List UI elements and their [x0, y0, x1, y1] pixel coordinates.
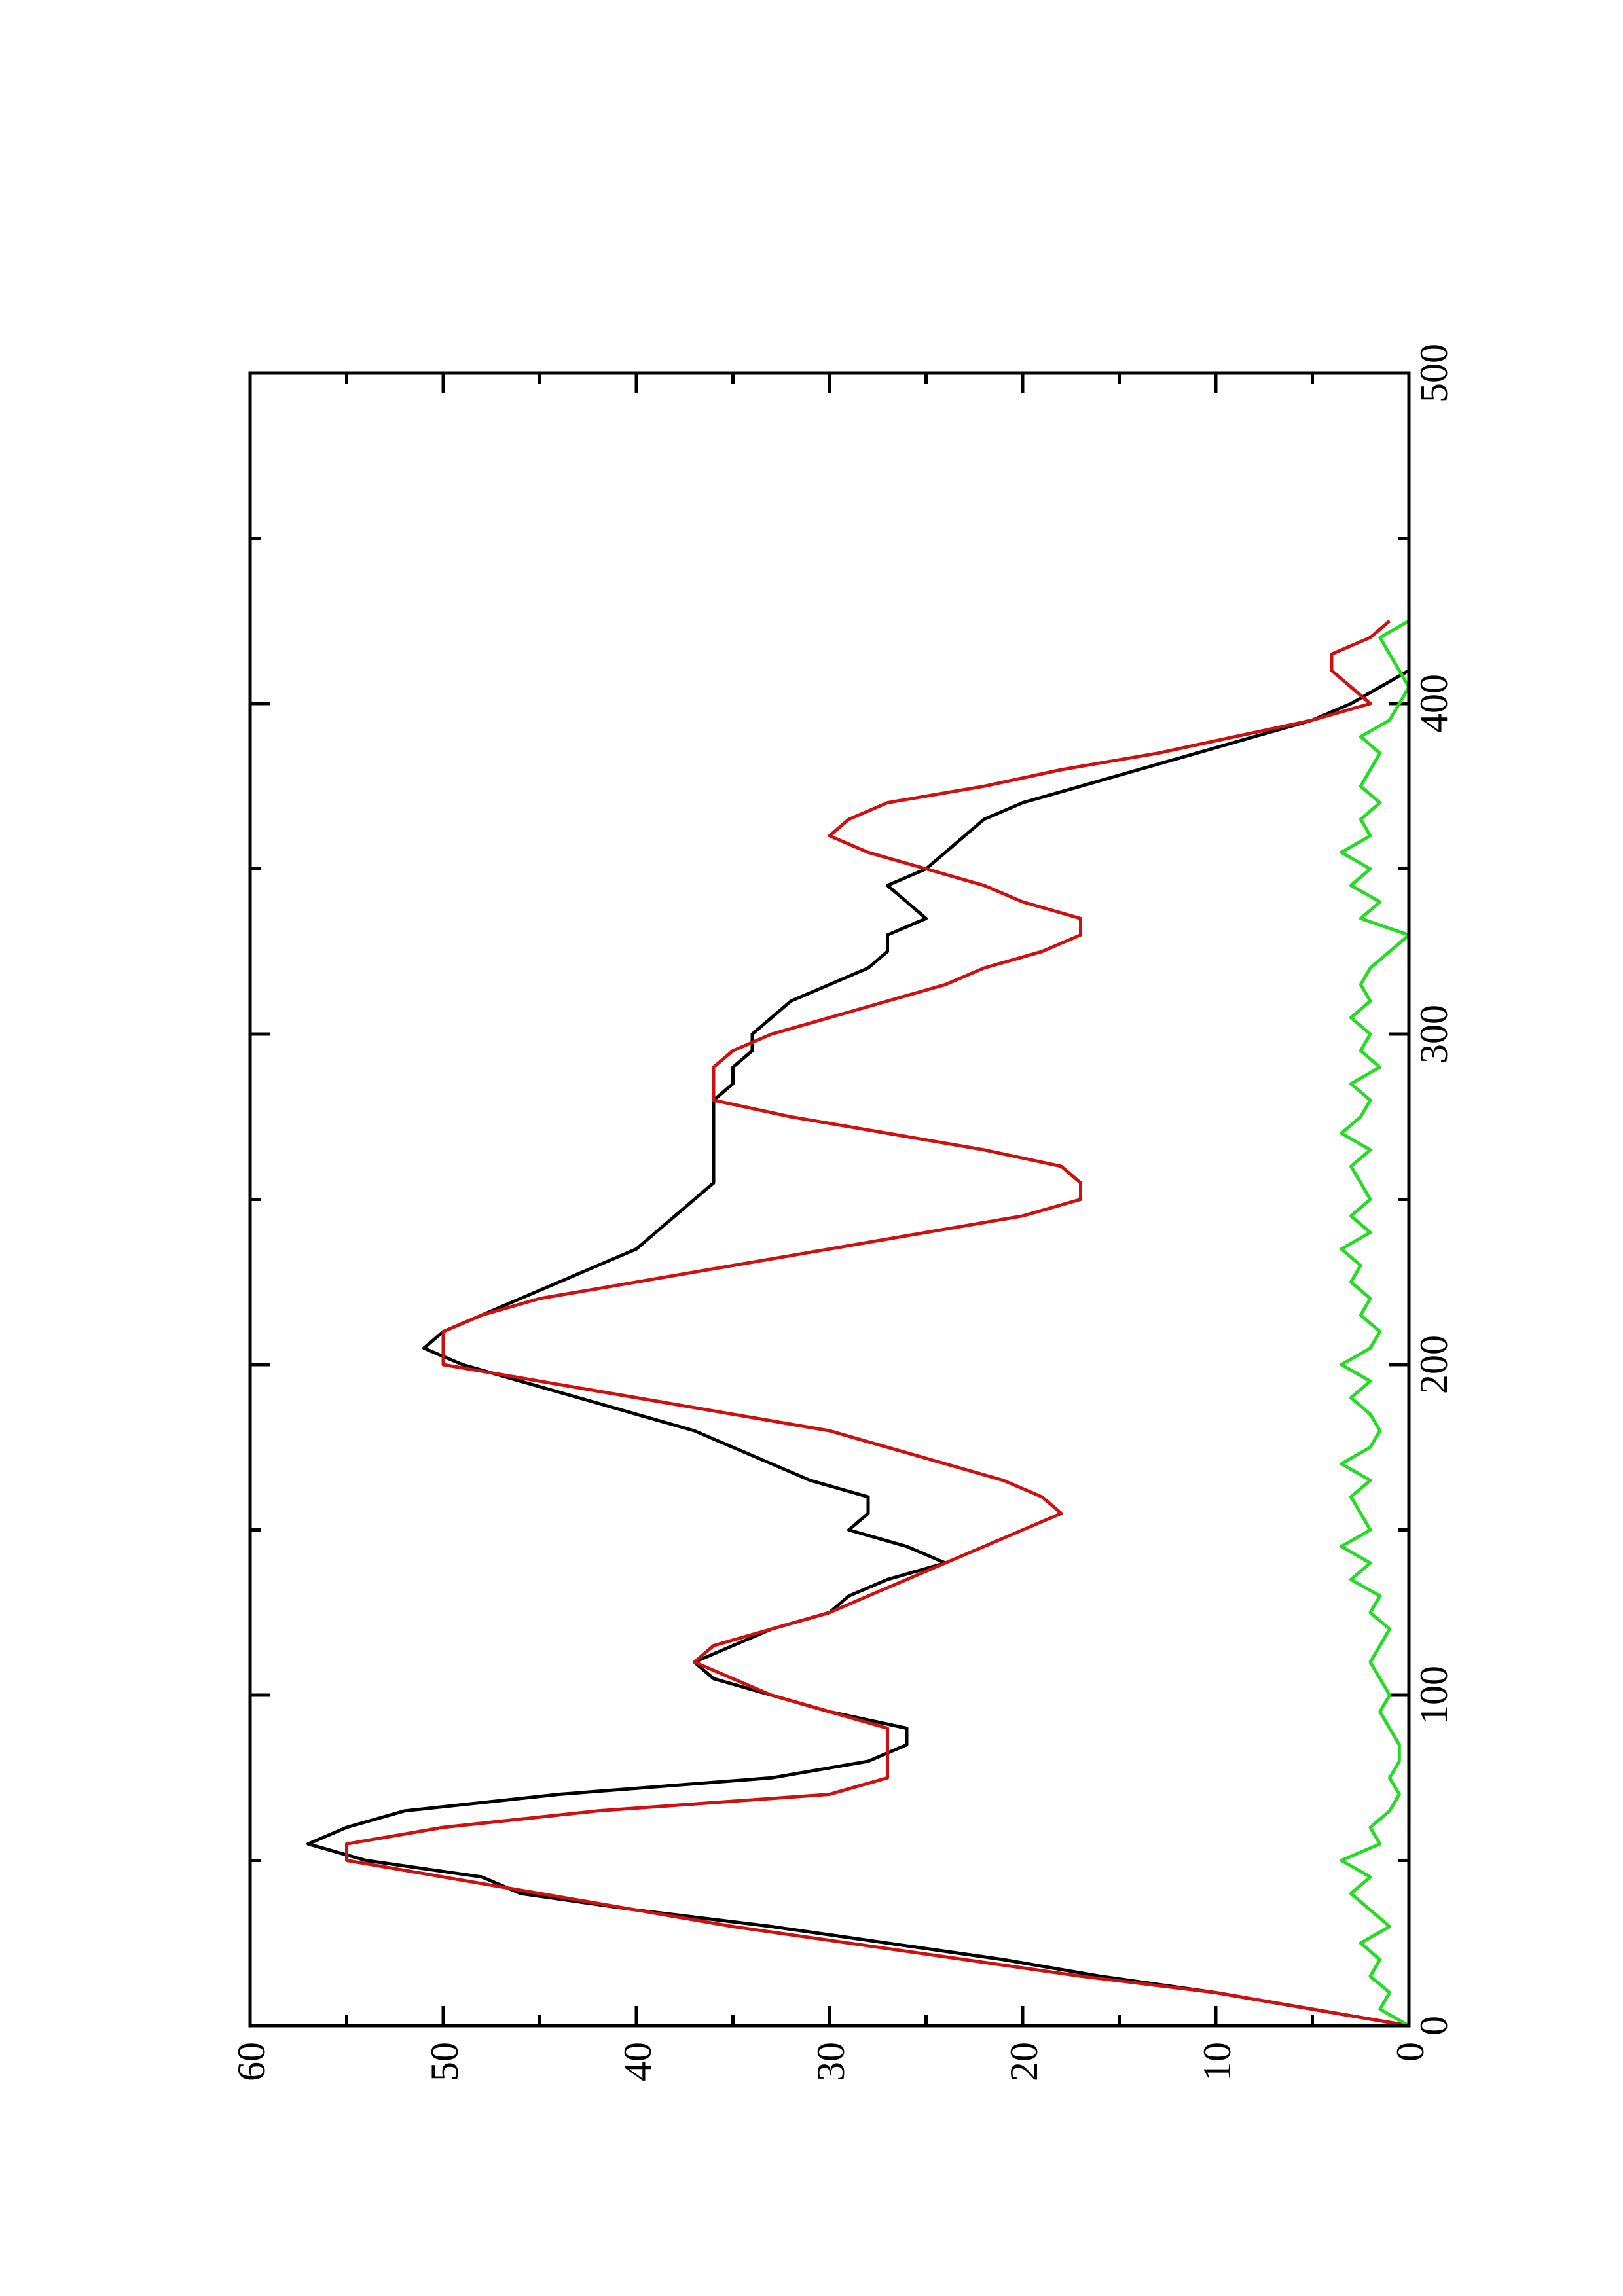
x-tick-label: 0	[1412, 2016, 1455, 2036]
axis-ticks	[248, 371, 1411, 2028]
red-series-line	[345, 619, 1410, 2028]
x-tick-label: 400	[1412, 674, 1455, 733]
y-tick-label: 60	[230, 2042, 273, 2081]
y-tick-label: 0	[1389, 2042, 1432, 2062]
plot-frame	[248, 371, 1411, 2028]
y-tick-label: 20	[1002, 2042, 1046, 2081]
y-tick-label: 10	[1195, 2042, 1239, 2081]
tick-labels: 0 100 200 300 400 500 0 10 20 30 40 50 60	[230, 344, 1455, 2081]
green-series-line	[1340, 619, 1411, 2028]
y-tick-label: 50	[423, 2042, 466, 2081]
y-tick-label: 30	[809, 2042, 852, 2081]
x-tick-label: 100	[1412, 1666, 1455, 1725]
black-series-line	[306, 620, 1411, 2028]
series-layer	[306, 619, 1411, 2028]
y-tick-label: 40	[616, 2042, 659, 2081]
x-tick-label: 200	[1412, 1335, 1455, 1394]
x-tick-label: 300	[1412, 1005, 1455, 1064]
x-tick-label: 500	[1412, 344, 1455, 403]
